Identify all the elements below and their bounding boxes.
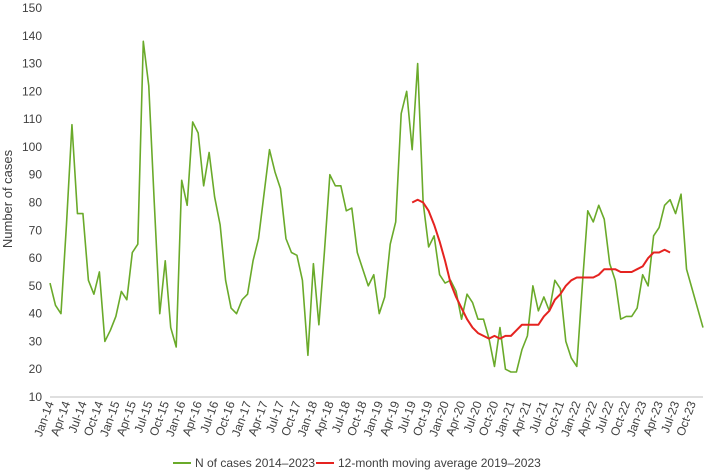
y-tick-label: 110 (23, 112, 42, 126)
y-tick-label: 40 (29, 307, 43, 321)
series-layer (49, 40, 704, 373)
y-tick-label: 150 (22, 1, 42, 15)
y-tick-label: 70 (29, 223, 43, 237)
series-line-moving-average (411, 198, 671, 340)
y-tick-label: 120 (22, 84, 42, 98)
legend: N of cases 2014–2023 12-month moving aver… (173, 456, 541, 470)
y-axis: 10 20 30 40 50 60 70 80 90 100 110 120 130 140 150 (22, 1, 42, 404)
y-axis-title: Number of cases (0, 149, 15, 248)
y-tick-label: 20 (29, 362, 43, 376)
y-tick-label: 140 (22, 29, 42, 43)
legend-item-cases-label: N of cases 2014–2023 (195, 456, 315, 470)
y-tick-label: 50 (29, 279, 43, 293)
y-tick-label: 10 (29, 390, 43, 404)
series-line-cases (49, 40, 704, 373)
x-axis: Jan-14Apr-14Jul-14Oct-14Jan-15Apr-15Jul-… (31, 399, 699, 439)
y-tick-label: 80 (29, 196, 43, 210)
y-tick-label: 130 (22, 57, 42, 71)
y-tick-label: 100 (22, 140, 42, 154)
y-tick-label: 30 (29, 334, 43, 348)
y-tick-label: 90 (29, 168, 43, 182)
legend-item-moving-average-label: 12-month moving average 2019–2023 (338, 456, 541, 470)
y-tick-label: 60 (29, 251, 43, 265)
